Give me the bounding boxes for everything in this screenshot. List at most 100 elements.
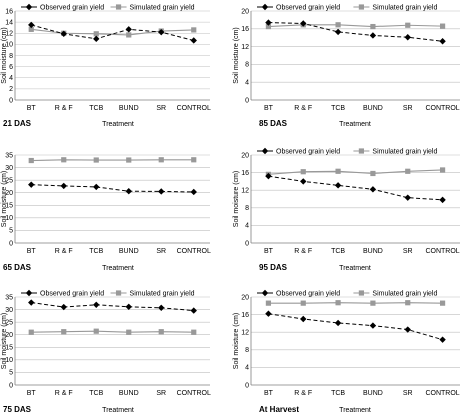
legend-marker-simulated — [115, 4, 122, 10]
x-axis-title: Treatment — [102, 265, 134, 272]
data-point-observed — [93, 301, 100, 308]
data-point-observed — [158, 28, 165, 36]
y-tick-label: 4 — [245, 80, 249, 87]
data-point-observed — [334, 319, 342, 327]
series-line-observed — [31, 302, 194, 312]
legend-marker-simulated — [358, 4, 365, 10]
series-line-observed — [31, 184, 194, 193]
data-point-simulated — [370, 300, 376, 306]
y-tick-label: 25 — [5, 177, 13, 184]
data-point-simulated — [126, 32, 132, 38]
x-tick-label: R & F — [55, 248, 73, 255]
data-point-simulated — [126, 157, 132, 163]
data-point-observed — [265, 310, 272, 317]
y-tick-label: 35 — [5, 294, 13, 301]
x-tick-label: CONTROL — [425, 390, 459, 397]
y-axis-title: Soil moisture (cm) — [233, 171, 240, 227]
x-tick-label: BUND — [119, 390, 139, 397]
legend-label-simulated: Simulated grain yield — [372, 4, 437, 11]
x-tick-label: SR — [403, 248, 413, 255]
data-point-simulated — [93, 31, 99, 37]
y-tick-label: 16 — [5, 8, 13, 15]
chart-panel: 0 4 8 12 16 20 BT R & F TCB BUND SR CONTROL Observed… — [233, 3, 460, 128]
data-point-observed — [369, 186, 377, 193]
data-point-simulated — [61, 329, 67, 335]
legend-marker-observed — [261, 3, 269, 11]
data-point-observed — [300, 315, 307, 323]
data-point-simulated — [405, 168, 411, 174]
x-tick-label: CONTROL — [425, 248, 459, 255]
data-point-observed — [369, 32, 377, 39]
data-point-observed — [28, 21, 35, 29]
x-axis-title: Treatment — [339, 265, 371, 272]
x-axis-title: Treatment — [339, 121, 371, 128]
data-point-observed — [404, 194, 411, 201]
x-tick-label: BT — [27, 105, 37, 112]
legend-marker-simulated — [358, 290, 365, 296]
x-tick-label: SR — [156, 390, 166, 397]
y-tick-label: 4 — [9, 75, 13, 82]
data-point-observed — [265, 19, 272, 26]
y-tick-label: 8 — [245, 347, 249, 354]
y-axis-title: Soil moisture (cm) — [1, 171, 8, 227]
series-line-simulated — [31, 330, 194, 333]
x-tick-label: TCB — [89, 248, 103, 255]
data-point-simulated — [158, 329, 164, 335]
legend-label-observed: Observed grain yield — [40, 290, 104, 297]
x-tick-label: CONTROL — [177, 390, 211, 397]
panel-label: 75 DAS — [3, 405, 32, 414]
x-tick-label: CONTROL — [177, 105, 211, 112]
data-point-observed — [439, 196, 446, 204]
data-point-simulated — [158, 157, 164, 163]
data-point-simulated — [300, 169, 306, 175]
x-tick-label: CONTROL — [177, 248, 211, 255]
legend-label-observed: Observed grain yield — [276, 290, 340, 297]
y-tick-label: 20 — [5, 332, 13, 339]
series-line-observed — [268, 22, 443, 42]
data-point-observed — [190, 307, 197, 314]
data-point-observed — [60, 182, 67, 190]
y-tick-label: 30 — [5, 165, 13, 172]
data-point-simulated — [28, 329, 34, 335]
data-point-observed — [439, 336, 446, 343]
y-tick-label: 35 — [5, 152, 13, 159]
data-point-observed — [439, 38, 446, 45]
y-axis-title: Soil moisture (cm) — [233, 313, 240, 369]
y-tick-label: 16 — [241, 312, 249, 319]
x-tick-label: SR — [403, 390, 413, 397]
data-point-simulated — [335, 168, 341, 174]
chart-panel: 0 5 10 15 20 25 30 35 BT R & F TCB BUND SR CONTROL Soi… — [1, 152, 211, 272]
x-tick-label: R & F — [294, 390, 312, 397]
y-tick-label: 12 — [241, 188, 249, 195]
data-point-observed — [404, 34, 411, 41]
legend-marker-simulated — [115, 290, 122, 296]
data-point-simulated — [405, 22, 411, 28]
x-axis-title: Treatment — [339, 407, 371, 414]
y-tick-label: 30 — [5, 307, 13, 314]
legend-marker-observed — [25, 289, 33, 297]
data-point-simulated — [61, 157, 67, 163]
data-point-simulated — [93, 157, 99, 163]
x-tick-label: BUND — [363, 390, 383, 397]
data-point-simulated — [370, 23, 376, 30]
series-line-observed — [31, 24, 194, 41]
data-point-simulated — [300, 300, 306, 306]
legend-marker-observed — [261, 289, 269, 297]
y-tick-label: 20 — [5, 190, 13, 197]
chart-panel: 0 4 8 12 16 20 BT R & F TCB BUND SR CONTROL Observed… — [233, 147, 460, 272]
x-tick-label: BT — [264, 390, 274, 397]
y-tick-label: 15 — [5, 345, 13, 352]
data-point-observed — [125, 303, 132, 311]
data-point-observed — [28, 181, 35, 188]
x-tick-label: SR — [403, 105, 413, 112]
series-line-simulated — [31, 159, 194, 162]
y-tick-label: 15 — [5, 203, 13, 210]
y-tick-label: 0 — [9, 382, 13, 389]
series-line-simulated — [268, 169, 443, 175]
legend-marker-observed — [25, 3, 33, 11]
x-tick-label: R & F — [55, 390, 73, 397]
y-tick-label: 6 — [9, 64, 13, 71]
legend-label-simulated: Simulated grain yield — [372, 290, 437, 297]
y-tick-label: 4 — [245, 365, 249, 372]
x-tick-label: TCB — [331, 248, 345, 255]
